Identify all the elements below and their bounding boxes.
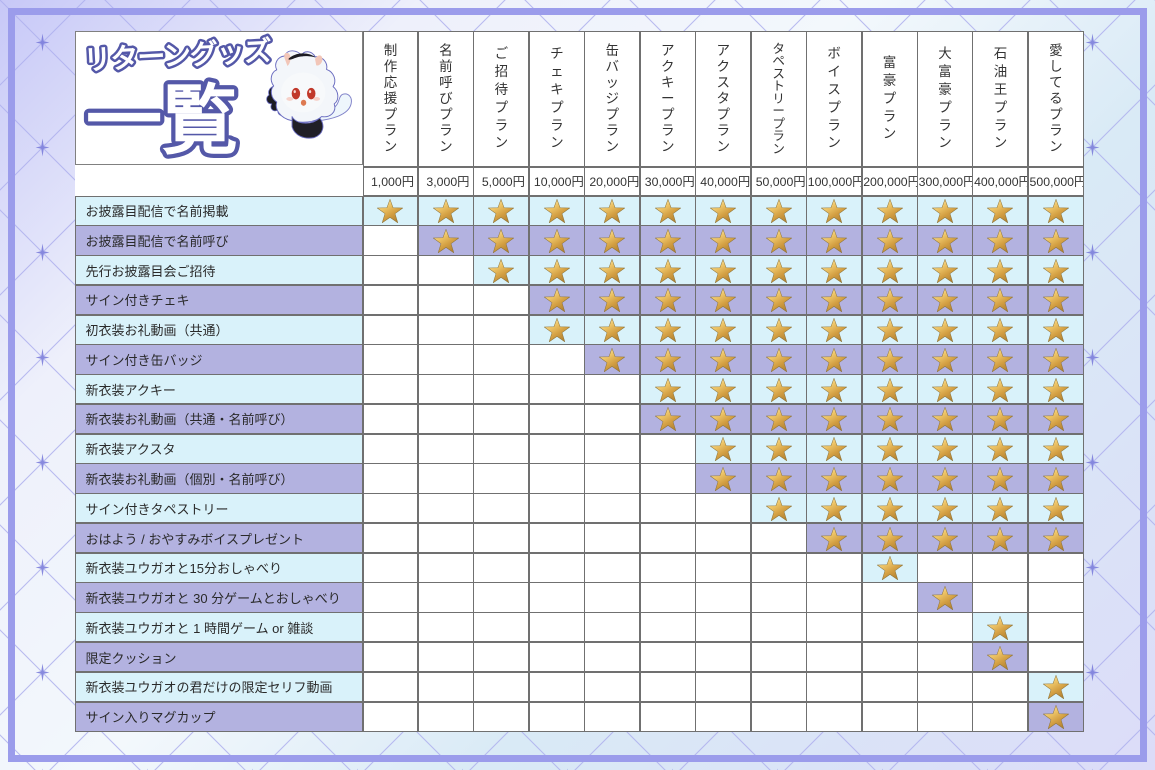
svg-text:リターングッズ: リターングッズ (83, 34, 273, 76)
svg-text:一覧: 一覧 (86, 79, 238, 164)
